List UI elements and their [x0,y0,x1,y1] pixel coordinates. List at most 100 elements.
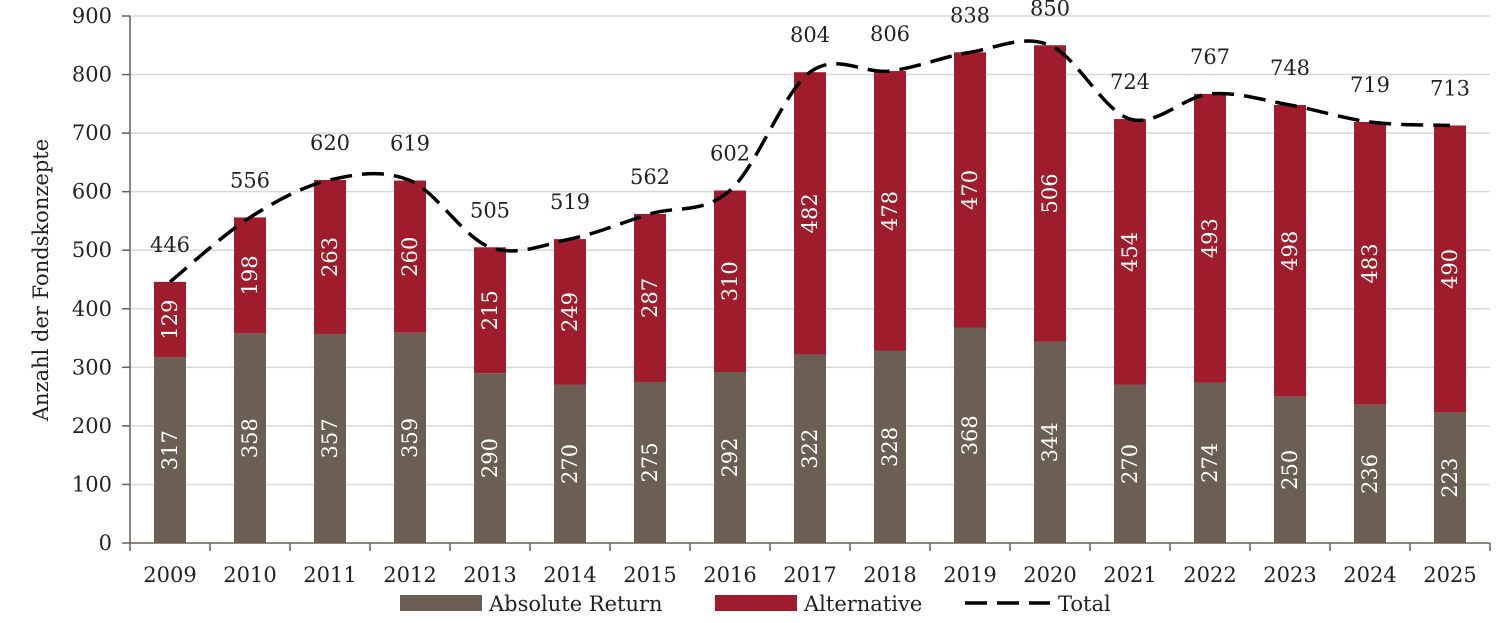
axes: 0 100 200 300 400 500 600 700 800 900 2009 2010 2011… [72,4,1491,587]
y-tick-label: 800 [72,63,112,87]
total-label: 838 [950,3,990,27]
segment-label: 317 [158,430,182,470]
bar-alternative [634,213,666,382]
bar-alternative [1434,125,1466,413]
segment-label: 493 [1198,218,1222,258]
bar-absolute-return [1354,404,1386,543]
bar-absolute-return [794,354,826,543]
y-tick-label: 400 [72,297,112,321]
bar-alternative [714,190,746,373]
segment-label: 292 [718,437,742,477]
bar-absolute-return [394,332,426,543]
x-tick-label: 2009 [143,563,196,587]
segment-label: 322 [798,429,822,469]
segment-label: 368 [958,415,982,455]
segment-label: 483 [1358,243,1382,283]
segment-label: 236 [1358,454,1382,494]
bar-alternative [554,239,586,385]
segment-label: 275 [638,442,662,482]
y-tick-label: 200 [72,414,112,438]
segment-label: 482 [798,193,822,233]
x-tick-label: 2024 [1343,563,1396,587]
bar-alternative [154,281,186,358]
x-tick-label: 2018 [863,563,916,587]
legend-label: Absolute Return [488,592,663,616]
bar-alternative [234,217,266,334]
segment-label: 249 [558,292,582,332]
segment-label: 215 [478,290,502,330]
x-tick-label: 2023 [1263,563,1316,587]
bar-absolute-return [1434,412,1466,543]
bars [154,45,1466,543]
bar-alternative [314,179,346,334]
total-label: 556 [230,168,270,192]
x-tick-label: 2019 [943,563,996,587]
segment-label: 129 [158,300,182,340]
bar-absolute-return [1114,384,1146,543]
legend-item: Alternative [715,592,922,616]
y-tick-label: 300 [72,355,112,379]
bar-absolute-return [1034,341,1066,543]
x-tick-label: 2015 [623,563,676,587]
segment-label: 223 [1438,458,1462,498]
total-label: 505 [470,198,510,222]
bar-absolute-return [714,372,746,543]
segment-label: 270 [1118,444,1142,484]
bar-absolute-return [1194,382,1226,543]
legend-item: Total [965,592,1111,616]
segment-label: 358 [238,418,262,458]
segment-label: 478 [878,191,902,231]
segment-label: 490 [1438,249,1462,289]
total-label: 519 [550,190,590,214]
total-label: 562 [630,165,670,189]
x-tick-label: 2022 [1183,563,1236,587]
bar-absolute-return [554,384,586,543]
segment-label: 498 [1278,231,1302,271]
legend-swatch [400,595,482,611]
y-tick-label: 100 [72,472,112,496]
segment-label: 328 [878,427,902,467]
segment-label: 260 [398,237,422,277]
bar-alternative [1034,45,1066,342]
bar-alternative [1194,93,1226,383]
total-label: 619 [390,132,430,156]
segment-label: 274 [1198,443,1222,483]
legend-label: Alternative [803,592,922,616]
legend-label: Total [1058,592,1111,616]
total-label: 724 [1110,70,1150,94]
bar-absolute-return [154,357,186,543]
segment-label: 310 [718,261,742,301]
y-tick-label: 600 [72,180,112,204]
segment-label: 263 [318,237,342,277]
total-label: 767 [1190,45,1230,69]
legend: Absolute Return Alternative Total [400,592,1111,616]
total-label: 804 [790,23,830,47]
x-tick-label: 2021 [1103,563,1156,587]
segment-label: 287 [638,278,662,318]
segment-label: 454 [1118,232,1142,272]
segment-label: 198 [238,255,262,295]
segment-label: 506 [1038,173,1062,213]
segment-label: 250 [1278,450,1302,490]
y-tick-label: 500 [72,238,112,262]
y-axis-label: Anzahl der Fondskonzepte [29,139,53,422]
bar-absolute-return [474,373,506,543]
x-tick-label: 2025 [1423,563,1476,587]
y-tick-label: 700 [72,121,112,145]
x-tick-label: 2016 [703,563,756,587]
total-label: 719 [1350,73,1390,97]
bar-absolute-return [954,327,986,543]
bar-alternative [874,71,906,351]
total-label: 446 [150,233,190,257]
x-tick-label: 2010 [223,563,276,587]
segment-label: 290 [478,438,502,478]
total-label: 602 [710,141,750,165]
y-tick-label: 900 [72,4,112,28]
bar-alternative [1274,105,1306,397]
bar-alternative [474,247,506,374]
x-tick-label: 2020 [1023,563,1076,587]
x-tick-label: 2012 [383,563,436,587]
bar-alternative [794,72,826,355]
total-label: 850 [1030,0,1070,20]
